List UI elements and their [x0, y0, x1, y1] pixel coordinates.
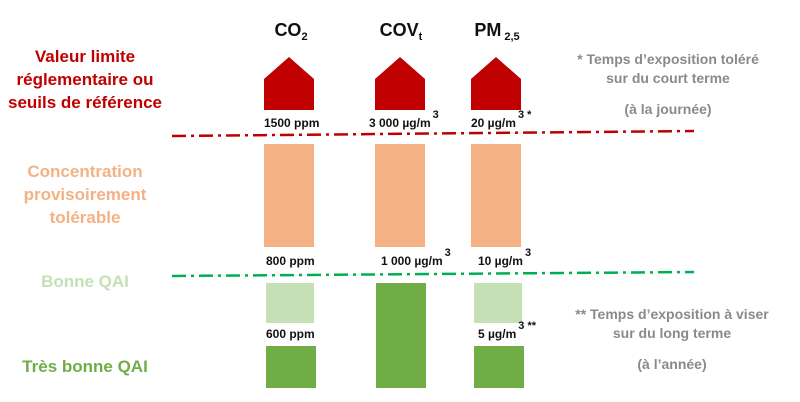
note-long-term: ** Temps d’exposition à viser sur du lon… — [548, 305, 796, 374]
label-limit-line3: seuils de référence — [7, 93, 163, 112]
pm-good-value: 5 µg/m3 ** — [478, 320, 536, 341]
limit-threshold-line — [171, 129, 695, 138]
header-cov-name: COV — [379, 20, 419, 40]
note-long-term-line2: sur du long terme — [612, 325, 732, 341]
cov-good-value — [376, 327, 378, 341]
cov-provisional-sup: 3 — [444, 247, 451, 259]
cov-limit-roof — [375, 57, 425, 110]
pm-provisional-value: 10 µg/m3 — [478, 247, 531, 268]
cov-provisional-bar — [375, 144, 425, 247]
pm-limit-roof — [471, 57, 521, 110]
label-provisional-line1: Concentration — [27, 162, 143, 181]
pm-limit-value: 20 µg/m3 * — [471, 109, 531, 130]
header-cov-sub: t — [418, 31, 423, 43]
note-short-term-line2: sur du court terme — [606, 70, 730, 86]
pm-provisional-sup: 3 — [524, 247, 532, 259]
header-co2-name: CO — [274, 20, 302, 40]
pm-very-good-bar — [474, 346, 524, 388]
cov-provisional-value: 1 000 µg/m3 — [381, 247, 451, 268]
co2-limit-roof — [264, 57, 314, 110]
co2-provisional-bar — [264, 144, 314, 247]
good-threshold-line — [171, 270, 695, 278]
co2-provisional-value: 800 ppm — [266, 254, 317, 268]
cov-limit-text: 3 000 µg/m — [369, 116, 431, 130]
header-pm-sub: 2,5 — [501, 31, 520, 43]
pm-provisional-text: 10 µg/m — [478, 254, 523, 268]
co2-limit-text: 1500 ppm — [264, 116, 320, 130]
label-provisional-line2: provisoirement — [23, 185, 147, 204]
note-long-term-line3: (à l’année) — [637, 356, 707, 372]
pm-provisional-bar — [471, 144, 521, 247]
note-long-term-line1: ** Temps d’exposition à viser — [575, 306, 769, 322]
note-short-term-line1: * Temps d’exposition toléré — [577, 51, 759, 67]
pm-limit-text: 20 µg/m — [471, 116, 516, 130]
pm-good-sup: 3 ** — [518, 320, 537, 332]
label-good-qai: Bonne QAI — [41, 272, 129, 291]
cov-very-good-bar — [376, 283, 426, 388]
header-co2: CO2 — [246, 20, 336, 43]
header-cov: COVt — [356, 20, 446, 43]
cov-limit-value: 3 000 µg/m3 — [369, 109, 439, 130]
header-pm: PM 2,5 — [452, 20, 542, 43]
co2-provisional-text: 800 ppm — [266, 254, 315, 268]
note-short-term-line3: (à la journée) — [624, 101, 712, 117]
label-limit-line2: réglementaire ou — [16, 70, 154, 89]
cov-limit-sup: 3 — [432, 109, 439, 121]
header-co2-sub: 2 — [301, 31, 308, 43]
label-very-good-qai: Très bonne QAI — [22, 357, 148, 376]
co2-very-good-bar — [266, 346, 316, 388]
pm-good-text: 5 µg/m — [478, 327, 517, 341]
note-short-term: * Temps d’exposition toléré sur du court… — [548, 50, 788, 119]
co2-good-text: 600 ppm — [266, 327, 315, 341]
label-limit-value: Valeur limite réglementaire ou seuils de… — [2, 45, 168, 114]
co2-good-value: 600 ppm — [266, 327, 317, 341]
label-provisional-line3: tolérable — [49, 208, 121, 227]
co2-limit-value: 1500 ppm — [264, 116, 321, 130]
co2-good-bar — [266, 283, 314, 323]
label-limit-line1: Valeur limite — [34, 47, 136, 66]
header-pm-name: PM — [474, 20, 502, 40]
pm-good-bar — [474, 283, 522, 323]
pm-limit-sup: 3 * — [517, 109, 532, 121]
cov-provisional-text: 1 000 µg/m — [381, 254, 443, 268]
label-provisional: Concentration provisoirement tolérable — [2, 160, 168, 229]
